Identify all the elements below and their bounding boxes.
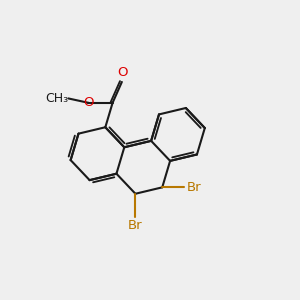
Text: CH₃: CH₃ [45,92,68,105]
Text: O: O [83,96,94,109]
Text: Br: Br [187,181,201,194]
Text: O: O [117,66,128,79]
Text: Br: Br [128,219,143,232]
